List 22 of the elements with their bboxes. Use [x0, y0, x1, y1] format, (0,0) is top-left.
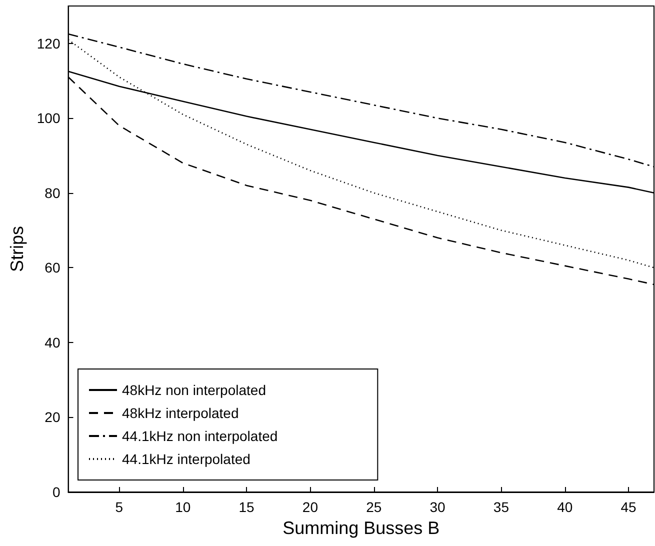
x-tick-label: 25 — [366, 499, 382, 515]
y-tick-label: 0 — [52, 484, 60, 500]
y-tick-label: 120 — [36, 35, 60, 52]
x-tick-label: 20 — [302, 499, 318, 515]
x-tick-label: 35 — [493, 499, 510, 515]
legend-label: 48kHz interpolated — [122, 405, 239, 421]
x-tick-label: 15 — [238, 499, 255, 515]
y-tick-label: 100 — [36, 110, 60, 126]
x-axis-title: Summing Busses B — [282, 518, 440, 538]
x-tick-label: 10 — [175, 499, 191, 515]
legend-label: 44.1kHz non interpolated — [122, 428, 278, 444]
y-axis-title: Strips — [7, 226, 27, 272]
y-tick-label: 40 — [44, 334, 60, 350]
y-tick-label: 20 — [44, 409, 60, 426]
legend-label: 48kHz non interpolated — [122, 382, 266, 398]
y-tick-label: 60 — [44, 260, 60, 276]
legend-label: 44.1kHz interpolated — [122, 451, 250, 467]
x-tick-label: 30 — [430, 499, 446, 515]
x-tick-label: 5 — [115, 499, 124, 515]
y-tick-label: 80 — [44, 184, 60, 201]
x-tick-label: 40 — [557, 499, 573, 515]
x-tick-label: 45 — [620, 499, 637, 515]
